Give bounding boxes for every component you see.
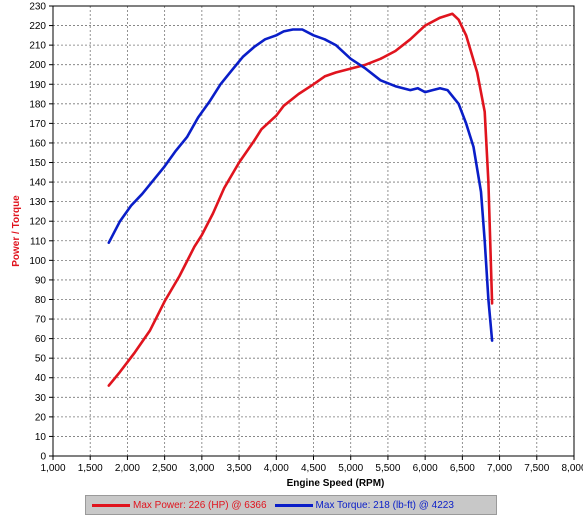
y-axis-title: Power / Torque bbox=[11, 195, 22, 267]
y-tick-label: 100 bbox=[29, 256, 46, 267]
x-tick-label: 2,500 bbox=[152, 463, 177, 474]
x-tick-label: 3,500 bbox=[227, 463, 252, 474]
x-tick-label: 6,000 bbox=[413, 463, 438, 474]
x-tick-label: 1,500 bbox=[78, 463, 103, 474]
y-tick-label: 0 bbox=[40, 452, 46, 463]
x-tick-label: 7,000 bbox=[487, 463, 512, 474]
series-line-power bbox=[107, 12, 494, 387]
y-tick-label: 140 bbox=[29, 178, 46, 189]
y-tick-label: 190 bbox=[29, 80, 46, 91]
y-tick-label: 110 bbox=[30, 236, 46, 247]
x-tick-label: 8,000 bbox=[561, 463, 583, 474]
y-tick-label: 70 bbox=[35, 315, 47, 326]
y-tick-label: 180 bbox=[29, 99, 46, 110]
y-tick-label: 50 bbox=[35, 354, 47, 365]
x-tick-label: 1,000 bbox=[40, 463, 65, 474]
legend-label-power: Max Power: 226 (HP) @ 6366 bbox=[133, 499, 267, 511]
y-tick-label: 200 bbox=[29, 60, 46, 71]
x-tick-label: 7,500 bbox=[524, 463, 549, 474]
x-tick-label: 4,000 bbox=[264, 463, 289, 474]
y-tick-label: 120 bbox=[29, 217, 46, 228]
y-tick-label: 60 bbox=[35, 334, 47, 345]
legend: Max Power: 226 (HP) @ 6366 Max Torque: 2… bbox=[85, 495, 497, 515]
y-tick-label: 210 bbox=[29, 41, 46, 52]
y-tick-label: 90 bbox=[35, 275, 47, 286]
legend-swatch-torque bbox=[274, 503, 313, 507]
y-tick-label: 170 bbox=[29, 119, 46, 130]
y-tick-label: 130 bbox=[29, 197, 46, 208]
y-tick-label: 40 bbox=[35, 373, 47, 384]
y-tick-label: 220 bbox=[29, 21, 46, 32]
x-tick-label: 3,000 bbox=[189, 463, 214, 474]
y-tick-label: 150 bbox=[29, 158, 46, 169]
y-tick-label: 30 bbox=[35, 393, 47, 404]
x-tick-label: 5,000 bbox=[338, 463, 363, 474]
y-tick-label: 230 bbox=[29, 2, 46, 13]
y-tick-label: 160 bbox=[29, 138, 46, 149]
y-tick-label: 10 bbox=[35, 432, 47, 443]
series-line-torque bbox=[107, 28, 494, 342]
legend-item-power: Max Power: 226 (HP) @ 6366 bbox=[92, 500, 267, 511]
plot-frame bbox=[52, 5, 575, 457]
y-tick-label: 20 bbox=[35, 412, 47, 423]
legend-item-torque: Max Torque: 218 (lb-ft) @ 4223 bbox=[274, 499, 454, 511]
x-tick-label: 4,500 bbox=[301, 463, 326, 474]
x-axis-title: Engine Speed (RPM) bbox=[287, 478, 385, 489]
legend-swatch-power bbox=[92, 503, 130, 507]
x-tick-label: 6,500 bbox=[450, 463, 475, 474]
y-tick-label: 80 bbox=[35, 295, 47, 306]
x-tick-label: 2,000 bbox=[115, 463, 140, 474]
x-tick-label: 5,500 bbox=[375, 463, 400, 474]
legend-label-torque: Max Torque: 218 (lb-ft) @ 4223 bbox=[315, 499, 454, 511]
